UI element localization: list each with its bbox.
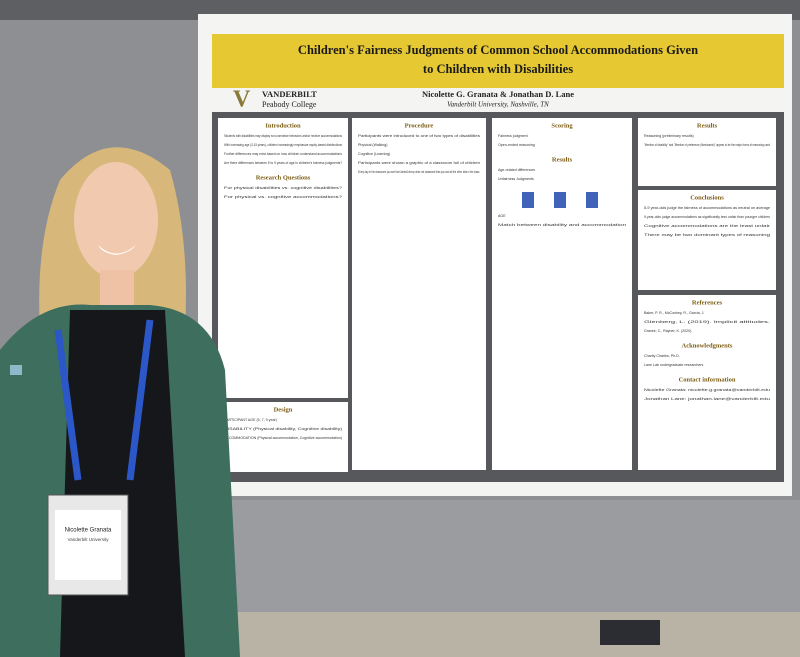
panel-text: Cognitive (Learning): [358, 152, 390, 156]
logo-mark: V: [233, 87, 251, 113]
panel-text: Are there differences between 5 to 9 yea…: [224, 161, 342, 165]
panel-text: For physical vs. cognitive accommodation…: [224, 195, 342, 199]
panel-text: PARTICIPANT AGE (5, 7, 9 year): [224, 418, 277, 422]
badge-org: Vanderbilt University: [68, 537, 110, 542]
panel-text: Open-ended reasoning: [498, 143, 535, 147]
neck: [100, 270, 134, 310]
panel-heading: Design: [274, 406, 293, 413]
panel-text: Physical (Walking): [358, 143, 387, 147]
panel-text: Nicolette Granata: nicolette.g.granata@v…: [644, 388, 770, 392]
chart-bar: [522, 192, 534, 208]
person: Nicolette Granata Vanderbilt University: [0, 147, 240, 657]
badge-name: Nicolette Granata: [65, 528, 112, 534]
panel-text: Unfairness Judgments: [498, 177, 534, 181]
logo-school: Peabody College: [262, 100, 317, 109]
panel-text: Glenberg, L. (2019). Implicit attitudes.: [644, 320, 770, 324]
panel: [638, 190, 776, 290]
face: [74, 162, 158, 278]
panel-text: Graves, C., Rayner, K. (2020).: [644, 329, 692, 333]
affiliation: Vanderbilt University, Nashville, TN: [447, 101, 549, 109]
panel-heading: Procedure: [405, 122, 434, 129]
pin: [10, 365, 22, 375]
chart-bar: [586, 192, 598, 208]
panel-heading: Introduction: [265, 122, 301, 129]
panel-text: Participants were shown a graphic of a c…: [358, 161, 480, 165]
shoes: [600, 620, 660, 645]
panel-text: There may be two dominant types of reaso…: [644, 233, 770, 237]
panel-text: Match between disability and accommodati…: [498, 223, 626, 227]
panel-heading: References: [692, 299, 723, 306]
floor: [230, 612, 800, 657]
panel-board: [230, 500, 800, 615]
logo-name: VANDERBILT: [262, 89, 317, 99]
panel: [218, 402, 348, 472]
panel-text: Participants were introduced to one of t…: [358, 134, 480, 138]
panel-heading: Results: [552, 156, 573, 163]
panel: [218, 118, 348, 398]
smile: [98, 245, 136, 255]
panel-text: Lane Lab undergraduate researchers: [644, 363, 704, 367]
lanyard: [54, 319, 154, 481]
panel-text: DISABILITY (Physical disability, Cogniti…: [224, 427, 342, 431]
panel-text: Fairness judgment: [498, 134, 528, 138]
panel: [638, 118, 776, 186]
panel-text: For physical disabilities vs. cognitive …: [224, 186, 342, 190]
chart-bar: [554, 192, 566, 208]
panel-heading: Contact information: [679, 376, 736, 383]
panel-heading: Research Questions: [256, 174, 311, 181]
authors: Nicolette G. Granata & Jonathan D. Lane: [422, 89, 574, 99]
panel: [638, 295, 776, 470]
panel: [352, 118, 486, 470]
panel-text: Age-related differences: [498, 168, 535, 172]
shirt: [60, 310, 185, 657]
panel-text: ACCOMMODATION (Physical accommodation, C…: [224, 436, 342, 440]
poster-title: to Children with Disabilities: [423, 62, 573, 76]
panel-heading: Scoring: [551, 122, 573, 129]
panel-text: AGE: [498, 214, 506, 218]
panel-text: Students with disabilities may display n…: [224, 134, 342, 138]
panel-text: Further differences may exist based on h…: [224, 152, 342, 156]
panel-text: Jonathan Lane: jonathan.lane@vanderbilt.…: [644, 397, 770, 401]
panel-text: Reasoning (preliminary results): [644, 134, 694, 138]
panel-text: With increasing age (3-15 years), childr…: [224, 143, 342, 147]
panel-text: Charity Charles, Ph.D.: [644, 354, 680, 358]
panel-heading: Conclusions: [690, 194, 724, 201]
badge-card: [55, 510, 121, 580]
poster-title: Children's Fairness Judgments of Common …: [298, 43, 698, 57]
panel-heading: Results: [697, 122, 718, 129]
panel-text: Every day in the classroom you see that …: [358, 170, 480, 174]
panel-text: "Mention of disability" and "Mention of …: [644, 143, 770, 147]
title-bar: [212, 34, 784, 88]
panel-text: Cognitive accommodations are the least u…: [644, 224, 771, 228]
panel-text: Baker, P. R., McConkey, R., Garcia, J.: [644, 311, 704, 315]
panel-heading: Acknowledgments: [682, 342, 733, 349]
panel: [492, 118, 632, 470]
panel-text: 9-year-olds judge accommodations as sign…: [644, 215, 770, 219]
panel-text: 5-9 year-olds judge the fairness of acco…: [644, 206, 770, 210]
panels: Introduction Students with disabilities m…: [218, 118, 776, 472]
